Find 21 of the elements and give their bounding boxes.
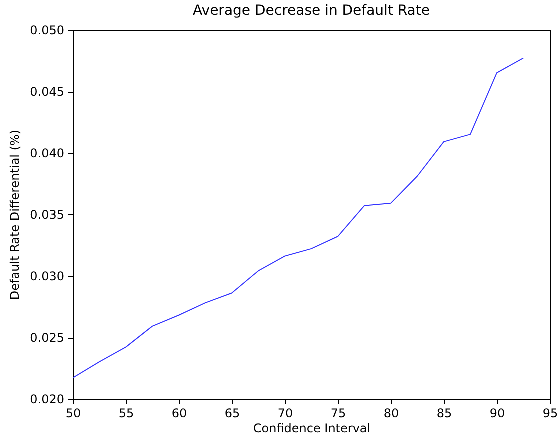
x-tick-label: 60 bbox=[172, 406, 188, 420]
y-tick-label: 0.030 bbox=[30, 270, 64, 284]
y-axis-title: Default Rate Differential (%) bbox=[8, 130, 22, 300]
x-tick-label: 70 bbox=[278, 406, 294, 420]
y-tick-label: 0.025 bbox=[30, 331, 64, 345]
x-tick-label: 75 bbox=[330, 406, 346, 420]
y-tick-label: 0.045 bbox=[30, 85, 64, 99]
x-axis-title: Confidence Interval bbox=[253, 422, 371, 436]
line-series bbox=[73, 58, 524, 379]
x-tick-label: 55 bbox=[118, 406, 134, 420]
y-tick-label: 0.050 bbox=[30, 24, 64, 38]
x-tick-label: 65 bbox=[224, 406, 240, 420]
x-tick-label: 85 bbox=[436, 406, 452, 420]
y-tick-label: 0.035 bbox=[30, 208, 64, 222]
y-tick-label: 0.020 bbox=[30, 392, 64, 406]
x-tick-label: 90 bbox=[490, 406, 506, 420]
y-tick-label: 0.040 bbox=[30, 146, 64, 160]
x-tick-label: 95 bbox=[542, 406, 558, 420]
x-tick-label: 80 bbox=[384, 406, 400, 420]
x-tick-label: 50 bbox=[66, 406, 82, 420]
chart-title: Average Decrease in Default Rate bbox=[193, 3, 430, 19]
